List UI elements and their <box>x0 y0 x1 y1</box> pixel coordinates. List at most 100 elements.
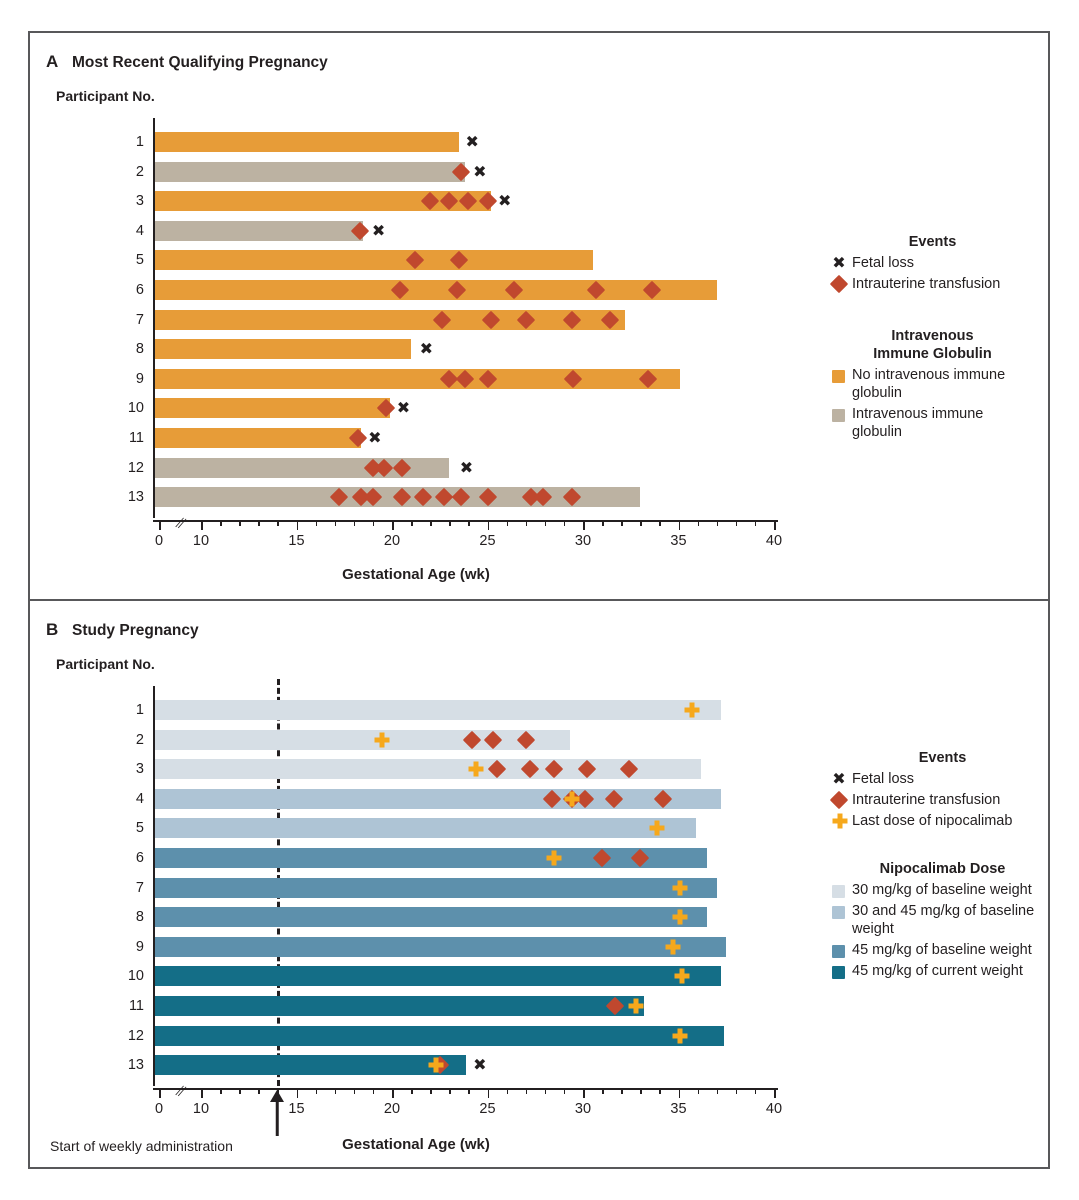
fetal-loss-marker: ✖ <box>419 339 434 359</box>
bar-stub <box>155 339 181 360</box>
legend-plus-symbol <box>830 812 852 830</box>
x-axis-tick-minor <box>430 520 432 526</box>
last-dose-nipocalimab-marker <box>374 732 390 748</box>
x-axis-tick-label: 30 <box>574 533 592 549</box>
legend-item-label: Fetal loss <box>852 771 915 787</box>
color-swatch-icon <box>832 906 845 919</box>
legend-diamond-symbol <box>829 790 852 810</box>
participant-number-label: 6 <box>135 282 144 298</box>
bar-stub <box>155 487 181 508</box>
x-axis-tick-major <box>296 1088 298 1098</box>
legend-diamond-symbol <box>829 274 852 294</box>
x-axis-tick-major <box>487 1088 489 1098</box>
x-axis-tick-major <box>201 520 203 530</box>
start-arrow-icon <box>270 1090 285 1102</box>
legend-event-item: ✖ Fetal loss <box>830 254 1035 272</box>
x-axis-tick-minor <box>563 520 566 526</box>
x-axis-tick-major <box>774 520 776 530</box>
last-dose-nipocalimab-marker <box>564 791 580 807</box>
pregnancy-duration-bar <box>177 1055 467 1076</box>
last-dose-nipocalimab-marker <box>672 1028 688 1044</box>
legend-item-label: Fetal loss <box>852 255 915 271</box>
legend-item-label: 30 and 45 mg/kg of baseline weight <box>852 903 1035 937</box>
legend-item-label: 45 mg/kg of baseline weight <box>852 942 1032 958</box>
fetal-loss-marker: ✖ <box>473 1055 487 1075</box>
panel-b-title: Study Pregnancy <box>72 622 199 639</box>
panel-a-y-axis-header: Participant No. <box>56 88 155 104</box>
x-axis-tick-major <box>583 1088 585 1098</box>
participant-row: 11 <box>129 996 778 1016</box>
panel-a-legend: Events ✖ Fetal loss Intrauterine transfusi… <box>829 233 1035 441</box>
color-swatch-icon <box>832 966 845 979</box>
participant-number-label: 1 <box>135 134 144 150</box>
participant-number-label: 13 <box>127 489 144 506</box>
color-swatch-icon <box>832 370 845 383</box>
legend-item-label: Intrauterine transfusion <box>852 792 1001 808</box>
participant-row: 12 ✖ <box>128 457 778 478</box>
pregnancy-duration-bar <box>177 996 645 1016</box>
pregnancy-duration-bar <box>177 309 625 330</box>
x-axis-tick-major <box>774 1088 776 1098</box>
x-axis-tick-minor <box>353 1088 356 1094</box>
x-axis-tick-label: 0 <box>154 533 164 549</box>
participant-number-label: 9 <box>135 370 144 387</box>
participant-row: 5 <box>136 250 778 271</box>
x-axis-tick-major <box>678 520 680 530</box>
bar-stub <box>155 250 181 271</box>
x-axis-tick-label: 20 <box>383 533 401 549</box>
bar-stub <box>155 759 181 780</box>
legend-event-item: Intrauterine transfusion <box>829 790 1055 810</box>
x-axis-tick-minor <box>640 1088 642 1094</box>
x-axis-tick-label: 20 <box>383 1101 401 1117</box>
participant-number-label: 1 <box>135 702 144 718</box>
x-axis-tick-minor <box>602 1088 604 1094</box>
x-axis-tick-minor <box>602 520 604 526</box>
x-axis-tick-minor <box>659 1088 661 1094</box>
legend-color-swatch <box>830 366 852 384</box>
x-axis-tick-label: 30 <box>574 1101 592 1117</box>
bar-stub <box>155 1055 181 1076</box>
participant-row: 9 <box>136 368 778 389</box>
legend-group-item: 45 mg/kg of current weight <box>830 962 1055 980</box>
panel-b-legend-events-title: Events <box>918 750 967 766</box>
bar-stub <box>155 457 181 478</box>
pregnancy-duration-bar <box>177 729 570 750</box>
participant-number-label: 5 <box>135 820 144 837</box>
x-axis-tick-minor <box>315 1088 318 1094</box>
x-axis-tick-minor <box>716 520 719 526</box>
pregnancy-duration-bar <box>177 877 717 898</box>
bar-stub <box>155 788 181 809</box>
x-axis-tick-label: 15 <box>288 1101 305 1117</box>
panel-a-legend-group-title-line2: Immune Globulin <box>873 346 992 362</box>
panel-b-start-annotation: Start of weekly administration <box>50 1138 233 1154</box>
participant-number-label: 11 <box>128 430 144 446</box>
pregnancy-duration-bar <box>177 280 717 300</box>
participant-number-label: 4 <box>135 222 144 239</box>
x-axis-tick-minor <box>372 1088 375 1094</box>
pregnancy-duration-bar <box>177 759 702 780</box>
legend-color-swatch <box>830 405 852 423</box>
bar-stub <box>155 1025 181 1046</box>
last-dose-nipocalimab-marker <box>674 968 690 984</box>
x-axis-tick-major <box>678 1088 680 1098</box>
legend-event-item: Last dose of nipocalimab <box>830 812 1055 830</box>
legend-item-label: 30 mg/kg of baseline weight <box>852 882 1032 898</box>
participant-number-label: 4 <box>135 790 144 807</box>
x-axis-tick-minor <box>239 520 241 526</box>
legend-color-swatch <box>830 941 852 959</box>
participant-row: 12 <box>128 1025 778 1046</box>
participant-row: 8 <box>136 907 778 928</box>
x-axis-tick-minor <box>544 1088 547 1094</box>
participant-row: 6 <box>136 280 778 300</box>
participant-number-label: 2 <box>135 731 144 748</box>
pregnancy-duration-bar <box>177 907 708 928</box>
participant-number-label: 8 <box>135 341 144 358</box>
panel-b-x-axis-title: Gestational Age (wk) <box>342 1136 490 1153</box>
x-axis-tick-label: 40 <box>765 1101 783 1117</box>
x-axis-tick-minor <box>754 520 757 526</box>
x-axis-tick-minor <box>563 1088 566 1094</box>
x-axis-tick-major <box>487 520 489 530</box>
bar-stub <box>155 368 181 389</box>
panel-a-legend-events-title: Events <box>908 234 957 250</box>
x-axis-tick-major <box>392 1088 394 1098</box>
